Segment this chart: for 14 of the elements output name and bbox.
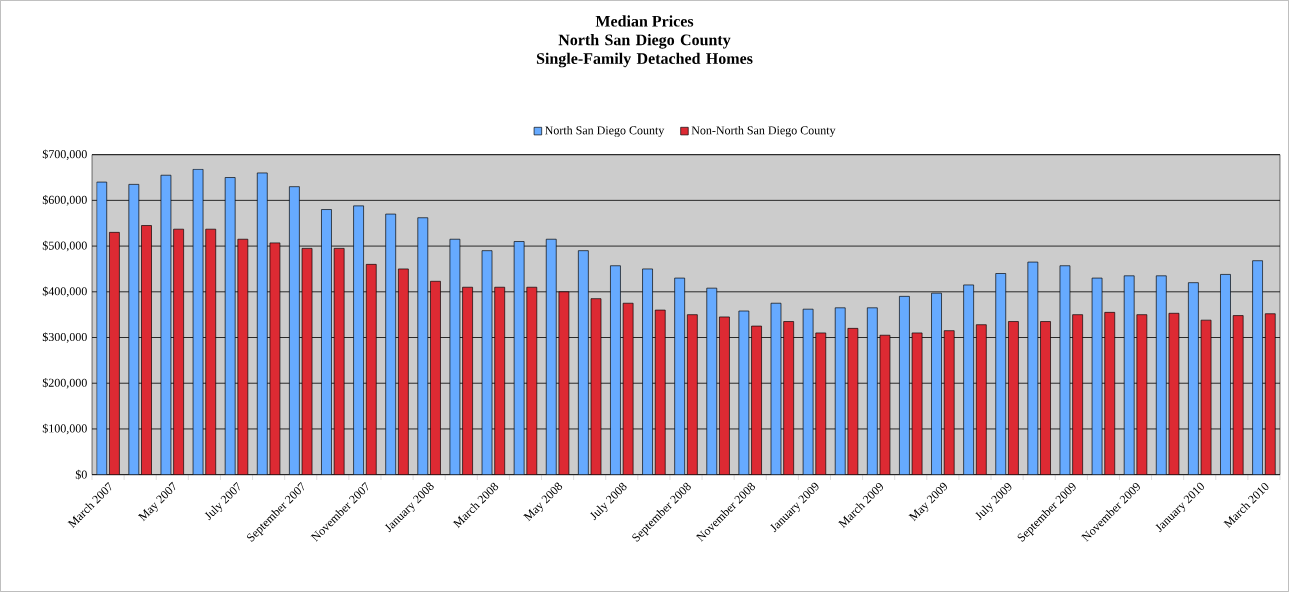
y-tick-label: $0 — [75, 469, 87, 480]
bar — [109, 232, 120, 475]
legend-label: Non-North San Diego County — [691, 125, 836, 137]
y-tick-label: $100,000 — [42, 423, 87, 435]
y-tick-label: $700,000 — [42, 149, 87, 160]
chart-subtitle: North San Diego County Single-Family Detached Homes — [536, 34, 753, 68]
bar — [141, 225, 152, 475]
legend-label: North San Diego County — [545, 125, 665, 137]
chart-title: Median Prices — [595, 15, 694, 27]
y-tick-label: $200,000 — [42, 377, 87, 389]
y-tick-label: $500,000 — [42, 240, 87, 252]
y-tick-label: $400,000 — [42, 286, 87, 298]
y-tick-label: $300,000 — [42, 332, 87, 343]
y-tick-label: $600,000 — [42, 195, 87, 206]
